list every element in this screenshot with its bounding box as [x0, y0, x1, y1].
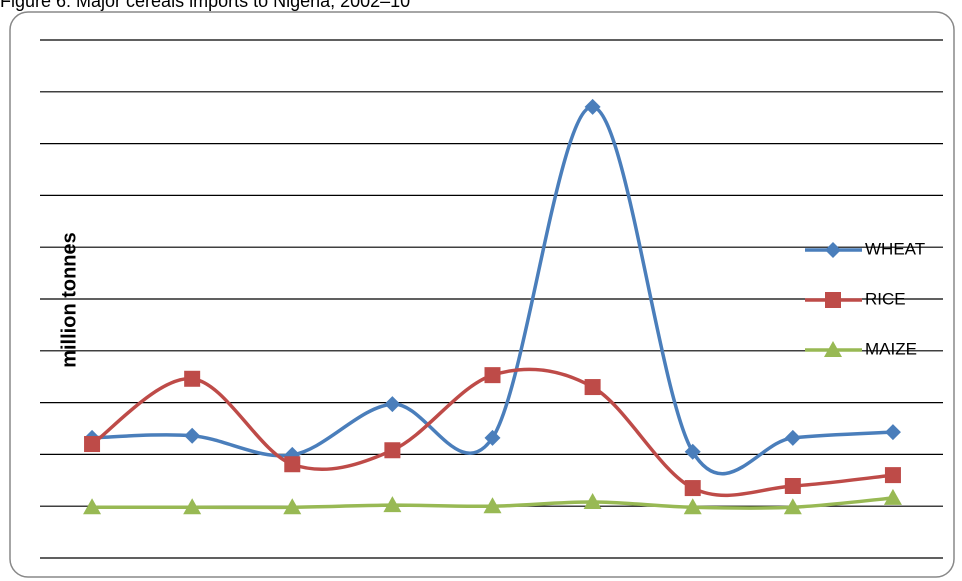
- marker: [83, 498, 102, 515]
- marker: [484, 367, 501, 384]
- marker: [784, 429, 801, 446]
- marker: [683, 498, 702, 515]
- marker: [84, 436, 101, 453]
- legend-label: RICE: [865, 289, 906, 308]
- marker: [284, 456, 301, 473]
- marker: [783, 498, 802, 515]
- marker: [183, 498, 202, 515]
- chart-title: Figure 6: Major cereals imports to Niger…: [0, 0, 410, 11]
- marker: [684, 443, 701, 460]
- marker: [884, 424, 901, 441]
- marker: [483, 497, 502, 514]
- marker: [824, 341, 842, 357]
- marker: [884, 467, 901, 484]
- marker: [684, 480, 701, 497]
- marker: [283, 498, 302, 515]
- marker: [383, 496, 402, 513]
- chart-border: [9, 11, 955, 578]
- legend-label: WHEAT: [865, 239, 925, 258]
- marker: [484, 429, 501, 446]
- marker: [384, 442, 401, 459]
- marker: [384, 396, 401, 413]
- marker: [184, 370, 201, 387]
- marker: [825, 292, 841, 308]
- marker: [883, 488, 902, 505]
- y-axis-label: million tonnes: [58, 232, 80, 368]
- series-line: [92, 105, 894, 476]
- legend-label: MAIZE: [865, 339, 917, 358]
- marker: [184, 427, 201, 444]
- marker: [583, 493, 602, 510]
- marker: [784, 477, 801, 494]
- marker: [825, 242, 841, 258]
- marker: [584, 98, 601, 115]
- marker: [584, 379, 601, 396]
